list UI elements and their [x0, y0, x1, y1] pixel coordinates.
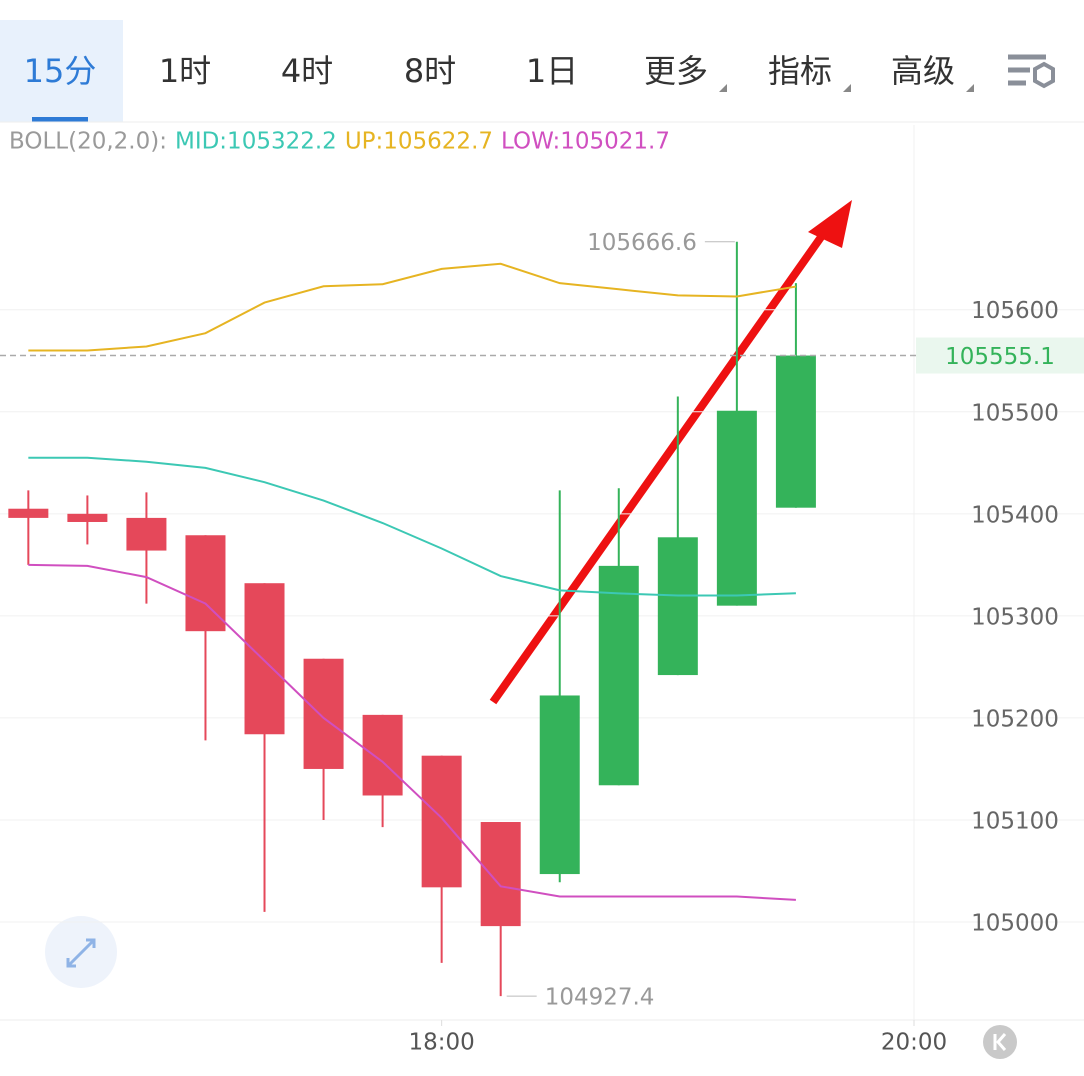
y-tick-label: 105300 — [971, 604, 1059, 630]
dropdown-caret — [843, 84, 851, 92]
low-label: 104927.4 — [545, 985, 655, 1011]
dropdown-caret — [719, 84, 727, 92]
tab[interactable]: 更多 — [644, 52, 708, 90]
candle-body — [303, 658, 344, 769]
boll-line — [28, 456, 796, 597]
tab[interactable]: 1日 — [526, 52, 578, 90]
tab[interactable]: 高级 — [891, 52, 955, 90]
y-tick-label: 105600 — [971, 298, 1059, 324]
tab[interactable]: 4时 — [281, 52, 333, 90]
high-label: 105666.6 — [587, 230, 697, 256]
boll-line — [28, 262, 797, 352]
active-tab-underline — [32, 117, 88, 122]
boll-line — [28, 563, 796, 901]
last-price-label: 105555.1 — [945, 344, 1055, 370]
legend-label: BOLL(20,2.0): — [9, 129, 167, 155]
tab[interactable]: 8时 — [404, 52, 456, 90]
tab[interactable]: 1时 — [159, 52, 211, 90]
candle-body — [657, 537, 698, 676]
y-tick-label: 105000 — [971, 911, 1059, 937]
candle-body — [480, 822, 521, 927]
x-tick-label: 20:00 — [881, 1030, 947, 1056]
y-tick-label: 105200 — [971, 706, 1059, 732]
dropdown-caret — [966, 84, 974, 92]
candle-body — [421, 755, 462, 888]
candle-body — [244, 583, 285, 735]
legend-label: UP:105622.7 — [345, 129, 493, 155]
last-price-badge — [916, 337, 1084, 374]
candle-body — [716, 410, 757, 606]
candle-body — [539, 695, 580, 875]
expand-button[interactable] — [45, 916, 117, 988]
tab[interactable]: 指标 — [768, 52, 832, 90]
candle-body — [598, 565, 639, 786]
candle-body — [67, 513, 108, 522]
scroll-latest-button[interactable] — [983, 1025, 1017, 1059]
candle-body — [775, 355, 816, 508]
y-tick-label: 105400 — [971, 502, 1059, 528]
legend-label: MID:105322.2 — [175, 129, 337, 155]
active-tab-bg — [0, 20, 123, 122]
y-tick-label: 105500 — [971, 400, 1059, 426]
arrow — [489, 200, 852, 705]
tab[interactable]: 15分 — [24, 52, 97, 90]
settings-icon[interactable] — [1008, 54, 1055, 89]
y-tick-label: 105100 — [971, 808, 1059, 834]
candle-body — [362, 714, 403, 796]
legend-label: LOW:105021.7 — [501, 129, 670, 155]
x-tick-label: 18:00 — [409, 1030, 475, 1056]
candle-body — [126, 517, 167, 551]
candle-body — [8, 508, 49, 518]
